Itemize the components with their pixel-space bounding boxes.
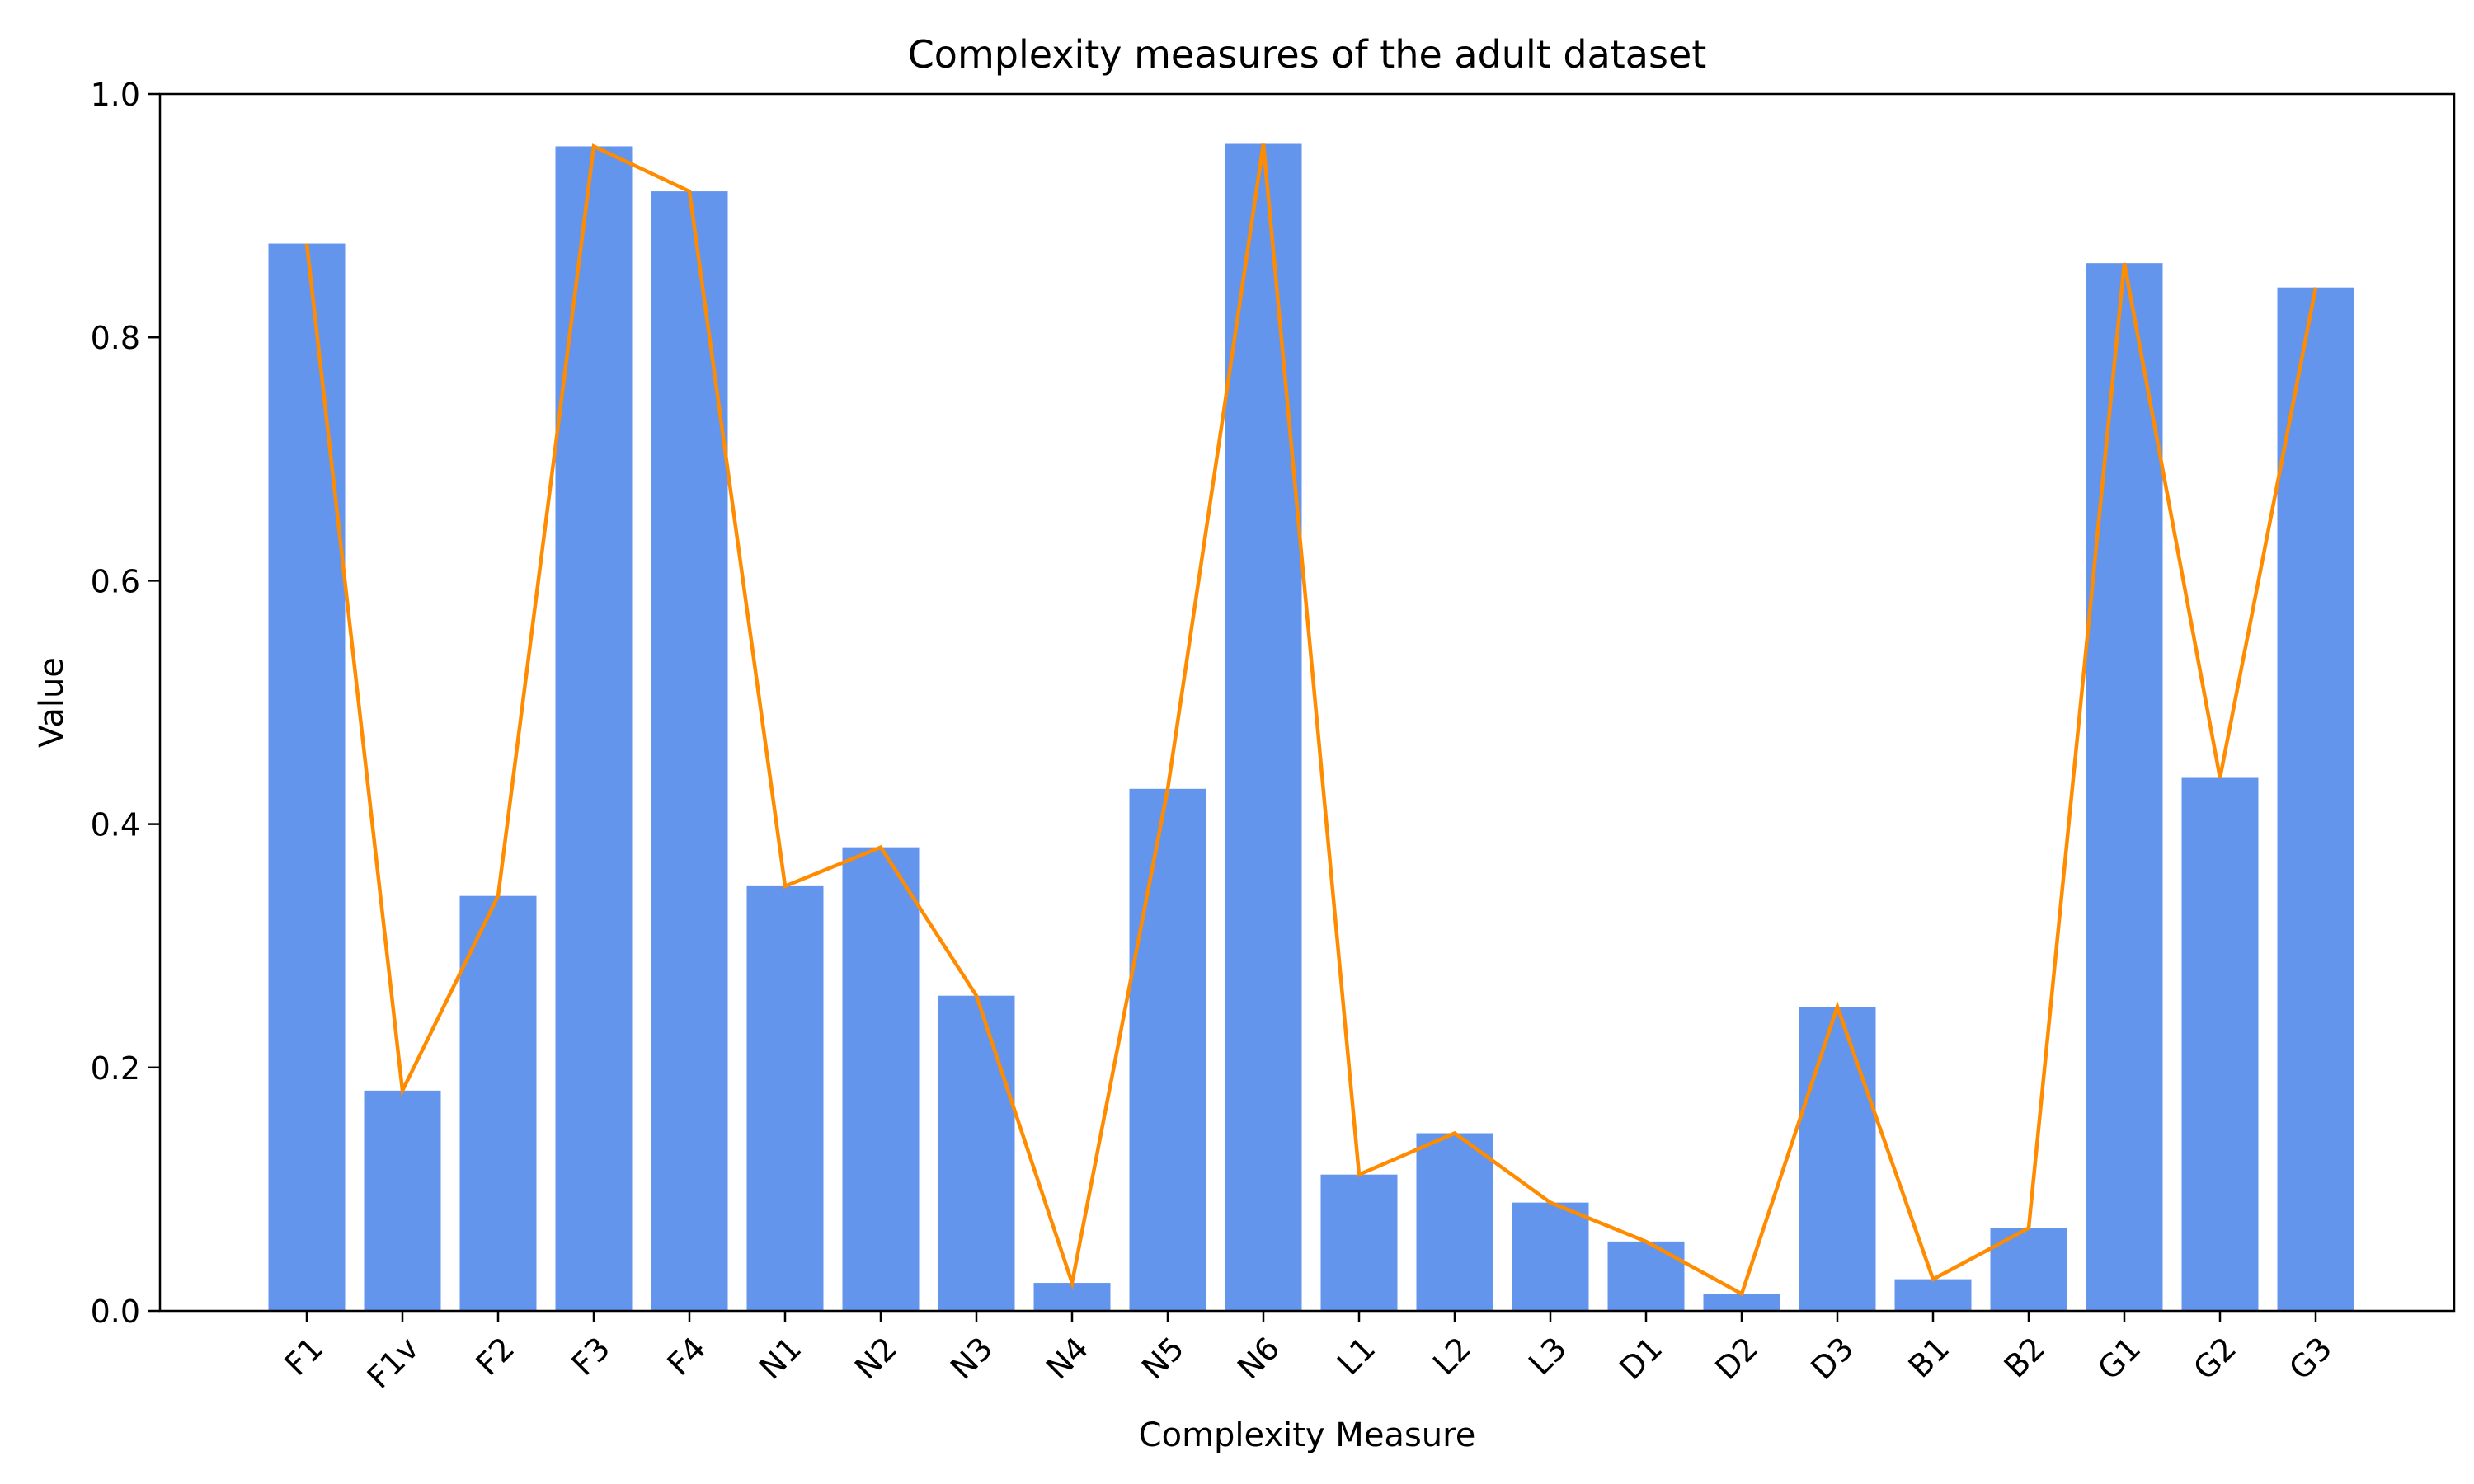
bar-N1 <box>746 885 824 1311</box>
y-tick-label: 0.0 <box>91 1294 140 1330</box>
bar-F1v <box>364 1090 441 1311</box>
bar-B1 <box>1894 1279 1972 1311</box>
bar-D1 <box>1607 1241 1685 1311</box>
bar-N6 <box>1225 143 1302 1312</box>
bar-N3 <box>938 995 1015 1311</box>
bar-G2 <box>2181 777 2259 1311</box>
bar-F3 <box>555 146 633 1311</box>
bar-L1 <box>1320 1174 1398 1311</box>
bar-N2 <box>842 847 920 1311</box>
bar-F4 <box>651 191 728 1312</box>
y-tick-label: 0.6 <box>91 563 140 599</box>
y-ticks: 0.0 0.2 0.4 0.6 0.8 1.0 <box>91 77 160 1330</box>
y-tick-label: 0.2 <box>91 1050 140 1087</box>
line-layer <box>304 143 2318 1297</box>
bar-N5 <box>1129 788 1206 1311</box>
plot-frame <box>158 92 2456 1313</box>
y-tick-label: 1.0 <box>91 77 140 113</box>
bar-L2 <box>1416 1133 1493 1311</box>
chart-title: Complexity measures of the adult dataset <box>908 32 1707 77</box>
y-tick-label: 0.8 <box>91 320 140 356</box>
y-axis-label: Value <box>33 657 71 748</box>
bar-G1 <box>2086 263 2163 1311</box>
bars-layer <box>268 143 2354 1312</box>
bar-F2 <box>459 895 537 1311</box>
x-axis-label: Complexity Measure <box>1139 1416 1476 1454</box>
bar-L3 <box>1512 1202 1589 1311</box>
series-line <box>304 143 2318 1297</box>
bar-D2 <box>1703 1294 1780 1311</box>
bar-F1 <box>268 243 346 1312</box>
y-tick-label: 0.4 <box>91 807 140 843</box>
bar-G3 <box>2277 287 2354 1312</box>
bar-D3 <box>1799 1007 1876 1311</box>
